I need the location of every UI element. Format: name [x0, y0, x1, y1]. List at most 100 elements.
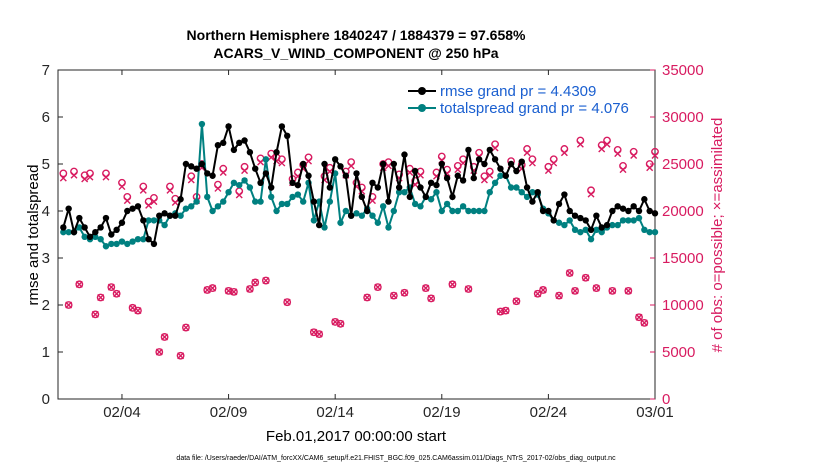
rmse-point: [268, 184, 275, 191]
y2-tick-label: 15000: [662, 250, 704, 267]
rmse-point: [587, 226, 595, 233]
obs-assimilated-marker: [241, 167, 249, 175]
obs-possible-marker: [363, 293, 372, 302]
obs-assimilated-marker: [65, 301, 73, 309]
obs-possible-marker: [581, 273, 590, 282]
obs-possible-marker: [533, 289, 542, 298]
rmse-point: [225, 123, 232, 130]
rmse-point: [422, 193, 429, 201]
totalspread-point: [411, 200, 419, 208]
rmse-point: [406, 193, 414, 201]
rmse-point: [625, 207, 632, 215]
rmse-point: [646, 207, 653, 215]
totalspread-point: [577, 228, 584, 236]
obs-possible-marker: [512, 297, 521, 306]
obs-possible-marker: [427, 294, 436, 303]
series-lines: [60, 120, 659, 250]
totalspread-point: [294, 191, 302, 198]
rmse-point: [241, 137, 248, 144]
obs-possible-marker: [571, 286, 579, 295]
rmse-point: [534, 189, 541, 196]
rmse-point: [150, 240, 158, 248]
rmse-point: [310, 198, 318, 205]
rmse-point: [470, 174, 477, 182]
rmse-point: [539, 207, 547, 215]
totalspread-point: [236, 181, 243, 189]
obs-assimilated-marker: [305, 157, 313, 165]
obs-assimilated-marker: [230, 288, 238, 296]
totalspread-point: [273, 207, 280, 215]
y-tick-label: 1: [42, 344, 50, 361]
obs-assimilated-marker: [571, 287, 579, 295]
rmse-point: [459, 177, 467, 184]
totalspread-point: [433, 189, 440, 196]
obs-assimilated-marker: [630, 152, 638, 160]
rmse-point: [443, 174, 451, 182]
rmse-point: [257, 179, 264, 186]
totalspread-point: [449, 207, 456, 215]
rmse-point: [140, 217, 147, 224]
totalspread-point: [129, 238, 136, 245]
rmse-point: [598, 224, 605, 231]
obs-assimilated-marker: [624, 287, 632, 295]
obs-assimilated-marker: [209, 284, 217, 292]
rmse-point: [188, 163, 195, 170]
totalspread-point: [459, 203, 467, 210]
totalspread-point: [369, 212, 376, 219]
obs-assimilated-marker: [422, 284, 430, 292]
obs-assimilated-marker: [539, 286, 547, 294]
y2-tick-label: 20000: [662, 203, 704, 220]
obs-assimilated-marker: [608, 287, 616, 295]
totalspread-point: [108, 240, 115, 248]
y-tick-label: 4: [42, 203, 50, 220]
totalspread-point: [614, 221, 621, 229]
obs-assimilated-marker: [416, 171, 424, 179]
rmse-point: [124, 207, 131, 215]
rmse-point: [129, 205, 136, 212]
legend-rmse-marker: [418, 87, 426, 95]
x-tick-label: 02/24: [530, 404, 568, 421]
totalspread-point: [374, 219, 382, 226]
obs-possible-marker: [640, 318, 649, 327]
rmse-point: [134, 203, 142, 210]
totalspread-point: [198, 120, 206, 128]
rmse-point: [315, 221, 323, 229]
totalspread-point: [241, 177, 248, 184]
y-axis-label: rmse and totalspread: [25, 165, 42, 306]
obs-possible-marker: [75, 280, 84, 289]
totalspread-point: [102, 243, 110, 250]
obs-assimilated-marker: [262, 277, 270, 285]
obs-possible-marker: [448, 280, 457, 289]
rmse-point: [161, 210, 168, 217]
obs-assimilated-marker: [603, 140, 611, 148]
obs-possible-marker: [251, 278, 260, 287]
rmse-point: [523, 184, 531, 191]
rmse-point: [582, 217, 589, 224]
obs-possible-marker: [400, 288, 409, 297]
x-axis-label: Feb.01,2017 00:00:00 start: [266, 428, 447, 445]
rmse-point: [486, 146, 493, 154]
rmse-point: [577, 214, 584, 222]
rmse-point: [209, 172, 216, 179]
obs-possible-marker: [96, 293, 105, 302]
rmse-point: [475, 156, 483, 163]
x-tick-label: 02/19: [423, 404, 461, 421]
obs-assimilated-marker: [427, 294, 435, 302]
y2-tick-label: 5000: [662, 344, 695, 361]
totalspread-point: [630, 217, 637, 224]
obs-possible-marker: [155, 348, 164, 356]
totalspread-point: [214, 203, 222, 210]
obs-possible-marker: [565, 269, 574, 277]
rmse-point: [449, 193, 456, 201]
x-tick-label: 03/01: [636, 404, 674, 421]
rmse-point: [294, 181, 302, 189]
x-tick-label: 02/14: [316, 404, 354, 421]
obs-assimilated-marker: [219, 168, 227, 176]
totalspread-point: [182, 205, 190, 212]
obs-possible-marker: [208, 284, 217, 292]
rmse-point: [204, 170, 211, 177]
totalspread-point: [353, 210, 360, 217]
obs-assimilated-marker: [91, 310, 99, 318]
obs-assimilated-marker: [150, 198, 158, 206]
obs-assimilated-marker: [102, 173, 110, 181]
